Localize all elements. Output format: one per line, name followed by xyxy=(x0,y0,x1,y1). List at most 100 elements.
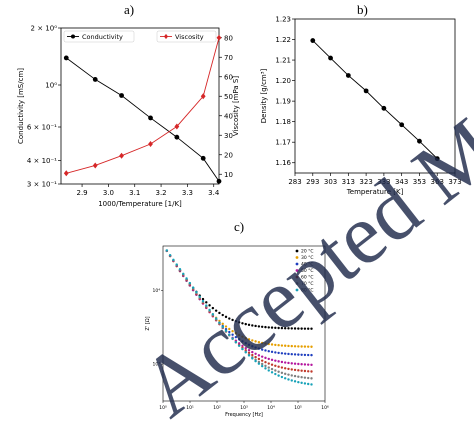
impedance-point xyxy=(287,344,290,348)
panel-c-y-axis-label: Z' [Ω] xyxy=(145,316,151,330)
density-point xyxy=(381,105,387,111)
panel-a-right-tick-label: 60 xyxy=(224,73,233,81)
conductivity-point xyxy=(174,134,180,140)
panel-b-y-tick-label: 1.17 xyxy=(275,139,291,147)
impedance-point xyxy=(254,352,257,356)
impedance-point xyxy=(241,322,244,325)
panel-c-x-tick-label: 10⁴ xyxy=(267,405,275,411)
impedance-point xyxy=(260,348,264,351)
impedance-point xyxy=(237,321,241,324)
impedance-point xyxy=(303,345,307,348)
impedance-point xyxy=(290,362,293,365)
panel-a-y-tick-label: 3 × 10⁻¹ xyxy=(27,181,57,189)
panel-a-x-tick-label: 3.4 xyxy=(208,189,220,197)
impedance-point xyxy=(191,286,195,289)
impedance-point xyxy=(283,367,287,370)
panel-a-y-tick-label: 2 × 10⁰ xyxy=(31,25,58,33)
impedance-point xyxy=(277,365,280,368)
impedance-point xyxy=(195,290,198,294)
impedance-point xyxy=(228,327,231,331)
impedance-point xyxy=(260,359,264,362)
panel-a-right-tick-label: 50 xyxy=(224,93,233,101)
impedance-point xyxy=(300,327,303,330)
impedance-point xyxy=(283,361,287,364)
impedance-point xyxy=(300,345,303,348)
impedance-point xyxy=(300,376,303,379)
impedance-point xyxy=(228,330,231,334)
impedance-point xyxy=(277,351,280,355)
panel-a-right-tick-label: 20 xyxy=(224,151,233,159)
impedance-point xyxy=(270,371,274,374)
legend-series-marker xyxy=(295,269,299,272)
impedance-point xyxy=(260,355,264,358)
legend-series-label: 70 °C xyxy=(301,281,314,287)
impedance-point xyxy=(287,378,290,381)
impedance-point xyxy=(234,320,238,323)
panel-c-x-tick-label: 10⁶ xyxy=(321,405,329,411)
panel-b-x-tick-label: 333 xyxy=(377,178,390,186)
impedance-point xyxy=(303,327,307,330)
viscosity-point xyxy=(92,162,98,169)
impedance-point xyxy=(257,357,261,361)
impedance-point xyxy=(205,301,208,304)
panel-a-y-tick-label: 4 × 10⁻¹ xyxy=(27,157,57,165)
impedance-point xyxy=(234,340,238,344)
impedance-point xyxy=(201,297,205,301)
impedance-point xyxy=(231,337,234,340)
panel-c-y-tick-label: 10³ xyxy=(152,362,160,368)
impedance-point xyxy=(307,345,310,348)
impedance-point xyxy=(244,346,247,350)
impedance-point xyxy=(247,343,251,347)
conductivity-point xyxy=(148,115,153,121)
impedance-point xyxy=(247,338,251,341)
impedance-point xyxy=(241,347,244,351)
impedance-point xyxy=(267,350,270,353)
impedance-point xyxy=(270,326,274,329)
impedance-point xyxy=(303,363,307,366)
panel-b-x-tick-label: 283 xyxy=(288,178,301,186)
panel-b-x-tick-label: 363 xyxy=(431,178,444,186)
impedance-point xyxy=(247,349,251,352)
legend-series-marker xyxy=(295,288,299,292)
impedance-point xyxy=(290,344,293,348)
impedance-point xyxy=(221,325,224,328)
impedance-point xyxy=(175,263,178,266)
panel-a-y-tick-label: 6 × 10⁻¹ xyxy=(27,124,57,132)
legend-conductivity-marker xyxy=(71,34,75,39)
impedance-point xyxy=(303,382,307,385)
impedance-point xyxy=(251,357,254,360)
impedance-point xyxy=(257,360,261,364)
impedance-point xyxy=(188,281,192,285)
impedance-point xyxy=(310,377,313,380)
impedance-point xyxy=(260,325,264,328)
impedance-point xyxy=(185,277,188,280)
panel-b-y-tick-label: 1.23 xyxy=(275,16,291,24)
impedance-point xyxy=(201,299,205,303)
impedance-point xyxy=(274,351,277,354)
impedance-point xyxy=(300,353,303,356)
impedance-point xyxy=(277,370,280,373)
panel-a-x-tick-label: 2.9 xyxy=(76,189,87,197)
impedance-point xyxy=(280,375,284,379)
panel-c-x-tick-label: 10⁰ xyxy=(159,405,167,411)
panel-label-a: a) xyxy=(124,2,135,17)
impedance-point xyxy=(293,380,297,383)
viscosity-point xyxy=(119,152,124,159)
impedance-point xyxy=(260,341,264,345)
impedance-point xyxy=(251,350,254,354)
impedance-point xyxy=(280,344,284,347)
impedance-point xyxy=(244,351,247,354)
impedance-point xyxy=(293,327,297,330)
conductivity-point xyxy=(216,178,222,184)
panel-a-right-tick-label: 30 xyxy=(224,132,233,140)
viscosity-point xyxy=(174,123,180,130)
panel-b-y-tick-label: 1.18 xyxy=(275,118,291,126)
impedance-point xyxy=(280,371,284,375)
impedance-point xyxy=(257,325,261,328)
impedance-point xyxy=(277,344,280,347)
impedance-point xyxy=(274,372,277,376)
impedance-point xyxy=(231,333,234,336)
impedance-point xyxy=(218,311,221,315)
impedance-point xyxy=(293,362,297,365)
